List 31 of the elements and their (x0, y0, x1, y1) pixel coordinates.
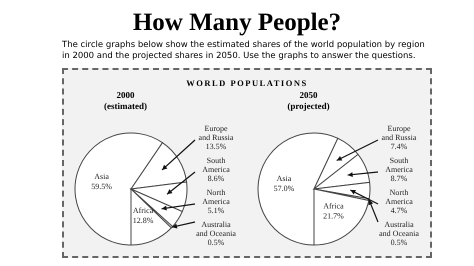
data-label: 8.7% (390, 174, 408, 183)
slice-label: Africa (132, 206, 154, 215)
chart-subtitle: (estimated) (103, 101, 148, 112)
data-label: 13.5% (205, 142, 226, 151)
data-label: 0.5% (207, 238, 224, 247)
slice-label: North America (384, 188, 413, 206)
data-label: 0.5% (390, 238, 408, 247)
slice-label: Australia and Oceania (196, 220, 236, 238)
data-label: 7.4% (390, 142, 408, 151)
slice-label: Europe and Russia (198, 124, 234, 142)
chart-title: 2000 (116, 90, 136, 101)
slice-label: North America (202, 188, 230, 206)
slice-label: Europe and Russia (381, 124, 416, 142)
chart-title: 2050 (298, 90, 318, 101)
data-label: 59.5% (90, 182, 112, 191)
text: How Many People? (132, 8, 342, 38)
slice-label: Asia (276, 174, 292, 183)
data-label: 4.7% (390, 206, 408, 215)
data-label: 5.1% (207, 206, 224, 215)
slice-label: Australia and Oceania (378, 220, 419, 238)
slice-label: South America (384, 156, 413, 174)
slice-label: Asia (94, 172, 109, 181)
chart-subtitle: (projected) (286, 101, 331, 112)
data-label: 12.8% (132, 216, 154, 225)
data-label: 8.6% (207, 174, 224, 183)
text: The circle graphs below show the estimated shares of the world population by region in 2000 and the projected shares in 2050. Use the graphs to answer the questions. (62, 40, 426, 62)
slice-label: South America (202, 156, 230, 174)
data-label: 57.0% (273, 184, 294, 193)
data-label: 21.7% (322, 212, 344, 221)
slice-label: Africa (322, 202, 344, 211)
text: WORLD POPULATIONS (185, 78, 309, 88)
